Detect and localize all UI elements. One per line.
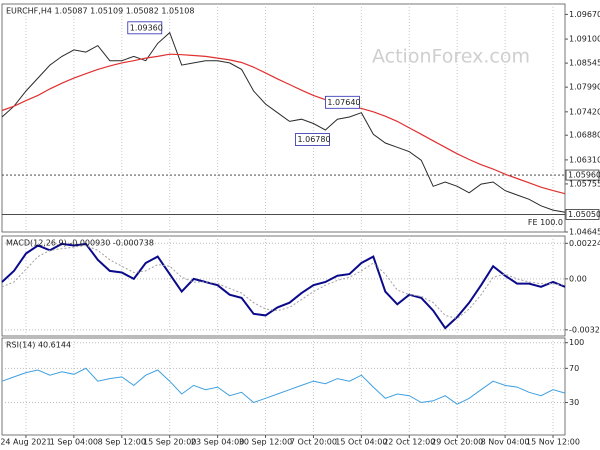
y-tick-label: 1.07420 bbox=[569, 107, 600, 116]
level-note: FE 100.0 bbox=[528, 218, 563, 227]
annotation-box bbox=[295, 133, 330, 146]
annotation-label: 1.07640 bbox=[327, 98, 360, 107]
x-tick-label: 8 Sep 12:00 bbox=[98, 438, 146, 447]
level-box bbox=[565, 169, 600, 181]
series-line bbox=[1, 244, 566, 320]
y-tick-label: 1.06310 bbox=[569, 155, 600, 164]
y-tick-label: 0.00224 bbox=[569, 239, 600, 248]
series-line bbox=[1, 367, 566, 405]
x-tick-label: 24 Aug 2021 bbox=[0, 438, 51, 447]
x-tick-label: 15 Oct 04:00 bbox=[335, 438, 387, 447]
y-tick-label: 1.09670 bbox=[569, 10, 600, 19]
y-tick-label: 1.07990 bbox=[569, 83, 600, 92]
y-tick-label: 0.00 bbox=[569, 274, 587, 283]
x-tick-label: 8 Nov 04:00 bbox=[481, 438, 530, 447]
y-tick-label: 1.09100 bbox=[569, 35, 600, 44]
y-tick-label: 1.08545 bbox=[569, 59, 600, 68]
y-tick-label: 100 bbox=[569, 338, 584, 347]
x-tick-label: 1 Sep 04:00 bbox=[50, 438, 98, 447]
y-tick-label: -0.003211 bbox=[569, 325, 600, 334]
series-line bbox=[1, 53, 566, 195]
watermark: ActionForex.com bbox=[372, 46, 530, 68]
panel-frame bbox=[1, 3, 566, 233]
annotation-label: 1.09360 bbox=[130, 23, 163, 32]
panel-title: EURCHF,H4 1.05087 1.05109 1.05082 1.0510… bbox=[6, 7, 194, 16]
y-tick-label: 1.04645 bbox=[569, 228, 600, 237]
series-line bbox=[1, 31, 566, 213]
annotation-label: 1.06780 bbox=[297, 135, 330, 144]
x-tick-label: 30 Sep 12:00 bbox=[239, 438, 292, 447]
x-tick-label: 15 Sep 20:00 bbox=[143, 438, 196, 447]
annotation-box bbox=[325, 95, 360, 109]
level-label: 1.05050 bbox=[568, 210, 600, 219]
level-label: 1.05960 bbox=[568, 171, 600, 180]
x-tick-label: 22 Oct 12:00 bbox=[383, 438, 435, 447]
panel-title: RSI(14) 40.6144 bbox=[6, 341, 71, 350]
panel-title: MACD(12,26,9) -0.000930 -0.000738 bbox=[6, 239, 154, 248]
x-tick-label: 7 Oct 20:00 bbox=[290, 438, 337, 447]
annotation-box bbox=[127, 21, 163, 35]
y-tick-label: 30 bbox=[569, 398, 579, 407]
y-tick-label: 1.06880 bbox=[569, 131, 600, 140]
y-tick-label: 70 bbox=[569, 364, 579, 373]
x-tick-label: 23 Sep 04:00 bbox=[191, 438, 244, 447]
x-tick-label: 29 Oct 20:00 bbox=[431, 438, 483, 447]
y-tick-label: 1.05755 bbox=[569, 179, 600, 188]
level-box bbox=[565, 209, 600, 220]
x-tick-label: 15 Nov 12:00 bbox=[526, 438, 580, 447]
series-line bbox=[1, 242, 566, 330]
panel-frame bbox=[1, 337, 566, 436]
